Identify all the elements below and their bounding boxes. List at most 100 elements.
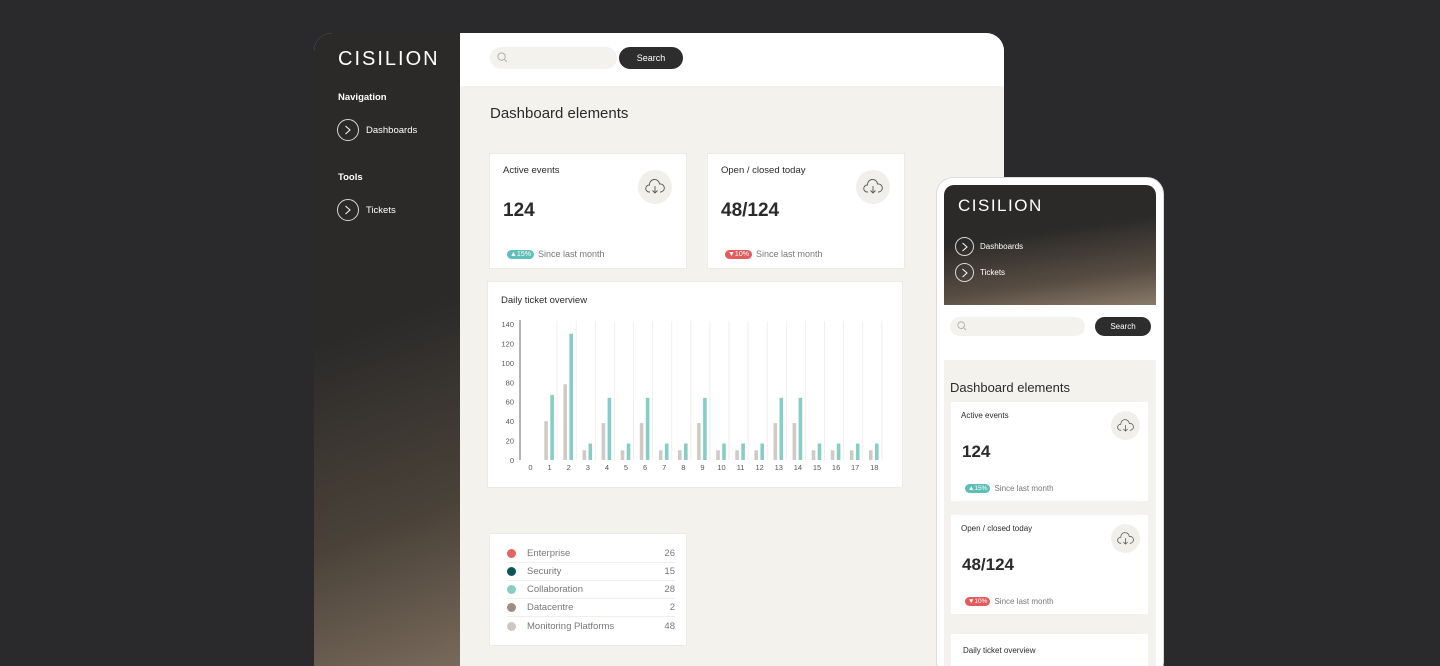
mobile-nav-tickets[interactable]: Tickets [955,263,1005,282]
chart-bar [620,450,625,460]
legend-name: Datacentre [527,602,574,613]
mobile-frame: CISILION Dashboards Tickets Search Dashb… [937,178,1163,666]
x-tick-label: 17 [851,463,859,472]
download-button[interactable] [1111,411,1140,440]
y-tick-label: 20 [506,437,514,446]
legend-name: Monitoring Platforms [527,620,615,632]
mobile-search-button[interactable]: Search [1095,317,1151,336]
legend-row: Enterprise 26 [507,545,675,563]
y-tick-label: 80 [506,378,514,387]
x-tick-label: 1 [548,463,552,472]
stat-card-open-closed: Open / closed today 48/124 ▼10% Since la… [708,154,904,268]
legend-dot [507,603,516,612]
x-tick-label: 7 [662,463,666,472]
x-tick-label: 9 [700,463,704,472]
legend-value: 48 [664,620,675,632]
chart-bar [741,443,745,460]
download-button[interactable] [1111,524,1140,553]
search-icon [957,321,967,331]
chart-bar [607,397,612,460]
chart-bar [817,443,822,460]
trend-badge: ▲15% [965,484,991,493]
cloud-download-icon [863,179,883,194]
cloud-download-icon [1117,531,1134,545]
trend-caption: Since last month [755,249,823,259]
mobile-nav-label: Tickets [980,268,1006,277]
legend-card: Enterprise 26 Security 15 Collaboration 28 Dat… [490,534,686,645]
legend-row: Collaboration 28 [507,581,675,599]
y-tick-label: 100 [501,359,514,368]
chart-bar [601,423,606,460]
x-tick-label: 4 [605,463,609,472]
trend-caption: Since last month [994,484,1054,493]
card-value: 124 [962,442,991,461]
x-tick-label: 2 [567,463,571,472]
chart-bar [735,450,739,460]
sidebar-item-dashboards[interactable]: Dashboards [337,119,417,141]
mobile-nav-dashboards[interactable]: Dashboards [955,237,1023,256]
card-title: Open / closed today [721,165,806,176]
chart-bar [645,397,650,460]
chevron-right-icon [955,237,974,256]
x-tick-label: 16 [832,463,840,472]
x-tick-label: 13 [775,463,783,472]
chart-bar [875,443,879,460]
chart-bar [588,443,593,460]
mobile-header: CISILION Dashboards Tickets [944,185,1156,305]
nav-heading-tools: Tools [338,172,363,183]
legend-name: Collaboration [527,584,583,595]
download-button[interactable] [638,170,672,204]
chart-bar [684,443,688,460]
search-input[interactable] [490,47,617,69]
trend-row: ▼10% Since last month [725,249,823,259]
chart-bar [869,450,873,460]
x-tick-label: 15 [813,463,821,472]
chart-bar [754,450,758,460]
search-icon [497,52,508,63]
page-title: Dashboard elements [490,105,629,122]
legend-dot [507,567,516,576]
mobile-stat-card-active-events: Active events 124 ▲15% Since last month [951,402,1148,501]
x-tick-label: 12 [756,463,764,472]
y-tick-label: 0 [510,456,514,465]
y-tick-label: 40 [506,417,514,426]
chart-bar [830,450,835,460]
mobile-page-title: Dashboard elements [950,380,1070,395]
chart-bar [798,397,803,460]
chevron-right-icon [337,119,359,141]
legend-dot [507,585,516,594]
stat-card-active-events: Active events 124 ▲15% Since last month [490,154,686,268]
x-tick-label: 8 [681,463,685,472]
legend-value: 2 [669,602,675,613]
card-title: Active events [961,411,1009,420]
x-tick-label: 6 [643,463,647,472]
x-tick-label: 11 [737,463,745,472]
legend-value: 15 [664,566,675,577]
legend-dot [507,621,516,631]
card-value: 124 [503,200,535,221]
x-tick-label: 18 [870,463,878,472]
legend-value: 26 [664,548,675,559]
search-button[interactable]: Search [619,47,683,69]
chart-bar [550,394,554,460]
mobile-logo: CISILION [958,196,1043,215]
trend-badge: ▼10% [965,597,991,606]
chart-card: Daily ticket overview 0 20 40 60 80 100 120 140… [488,282,902,487]
chart-bar [779,397,784,460]
chart-bar [658,450,663,460]
chart-bar [639,423,644,460]
x-tick-label: 10 [717,463,725,472]
download-button[interactable] [856,170,890,204]
trend-row: ▼10% Since last month [965,597,1054,606]
sidebar: CISILION Navigation Dashboards Tools Tic… [314,33,460,666]
mobile-search-input[interactable] [950,317,1085,336]
x-tick-label: 0 [528,463,532,472]
chart-bar [563,384,567,460]
sidebar-item-tickets[interactable]: Tickets [337,199,396,221]
card-value: 48/124 [721,200,780,221]
chart-bar [544,421,548,460]
mobile-stat-card-open-closed: Open / closed today 48/124 ▼10% Since la… [951,515,1148,614]
chart-bar [849,450,854,460]
legend-row: Monitoring Platforms 48 [507,617,675,635]
